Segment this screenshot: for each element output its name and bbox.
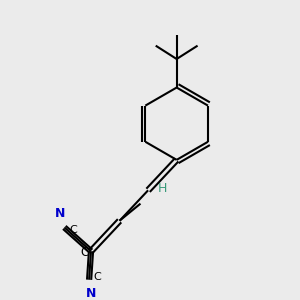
Text: N: N	[86, 287, 96, 300]
Text: C: C	[80, 246, 88, 259]
Text: N: N	[54, 207, 65, 220]
Text: C: C	[94, 272, 102, 282]
Text: C: C	[69, 225, 77, 235]
Text: H: H	[158, 182, 167, 195]
